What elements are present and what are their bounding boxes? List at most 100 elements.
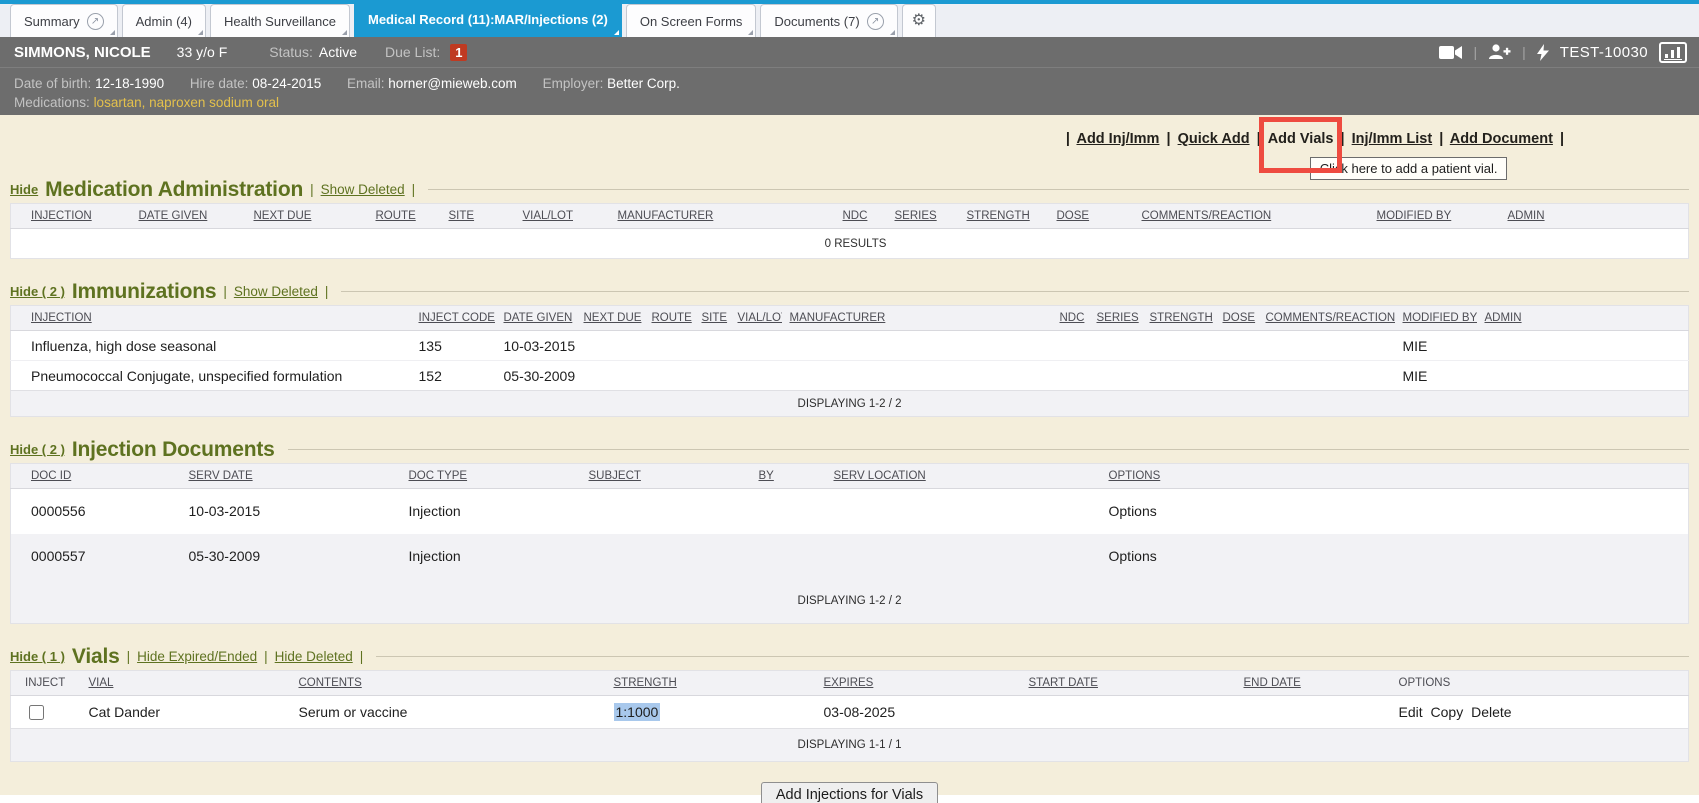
tab-on-screen-forms[interactable]: On Screen Forms — [625, 4, 757, 37]
col-manufacturer[interactable]: MANUFACTURER — [789, 312, 886, 324]
col-end-date[interactable]: END DATE — [1243, 677, 1301, 689]
tab-summary[interactable]: Summary ↗ — [10, 4, 118, 37]
video-camera-icon[interactable] — [1438, 45, 1463, 60]
col-options[interactable]: OPTIONS — [1108, 470, 1161, 482]
hide-expired-ended-link[interactable]: Hide Expired/Ended — [137, 649, 258, 664]
col-start-date[interactable]: START DATE — [1028, 677, 1098, 689]
open-in-new-icon[interactable]: ↗ — [866, 12, 884, 30]
table-header-row: INJECT VIAL CONTENTS STRENGTH EXPIRES ST… — [10, 670, 1689, 696]
col-site[interactable]: SITE — [701, 312, 728, 324]
email-value: horner@mieweb.com — [388, 76, 517, 91]
medication-link-losartan[interactable]: losartan — [93, 95, 142, 110]
show-deleted-link[interactable]: Show Deleted — [320, 182, 405, 197]
immunizations-table: INJECTION INJECT CODE DATE GIVEN NEXT DU… — [10, 305, 1689, 417]
medication-administration-section: Hide Medication Administration | Show De… — [10, 179, 1689, 259]
col-dose[interactable]: DOSE — [1056, 210, 1090, 222]
open-in-new-icon[interactable]: ↗ — [86, 12, 104, 30]
col-vial-lot[interactable]: VIAL/LOT — [737, 312, 782, 324]
col-serv-location[interactable]: SERV LOCATION — [833, 470, 926, 482]
table-header-row: INJECTION DATE GIVEN NEXT DUE ROUTE SITE… — [10, 203, 1689, 229]
patient-header: SIMMONS, NICOLE 33 y/o F Status: Active … — [0, 37, 1699, 67]
chart-icon[interactable] — [1659, 41, 1687, 63]
add-vials-link[interactable]: Add Vials — [1267, 131, 1334, 147]
options-link[interactable]: Options — [1108, 548, 1157, 564]
col-vial[interactable]: VIAL — [88, 677, 114, 689]
paging-row: DISPLAYING 1-2 / 2 — [10, 578, 1689, 624]
edit-link[interactable]: Edit — [1398, 704, 1423, 720]
hide-medication-admin-link[interactable]: Hide — [10, 182, 39, 197]
vial-strength-highlighted: 1:1000 — [613, 703, 661, 721]
col-subject[interactable]: SUBJECT — [588, 470, 641, 482]
col-expires[interactable]: EXPIRES — [823, 677, 874, 689]
vial-select-checkbox[interactable] — [29, 705, 44, 721]
col-strength[interactable]: STRENGTH — [966, 210, 1030, 222]
inject-code: 135 — [418, 337, 442, 354]
add-inj-imm-link[interactable]: Add Inj/Imm — [1076, 131, 1160, 147]
col-inject-code[interactable]: INJECT CODE — [418, 312, 495, 324]
col-modified-by[interactable]: MODIFIED BY — [1376, 210, 1452, 222]
hide-injection-documents-link[interactable]: Hide ( 2 ) — [10, 442, 65, 457]
employer-label: Employer: — [542, 76, 604, 91]
col-route[interactable]: ROUTE — [651, 312, 692, 324]
col-site[interactable]: SITE — [448, 210, 475, 222]
quick-add-link[interactable]: Quick Add — [1177, 131, 1250, 147]
col-ndc[interactable]: NDC — [1059, 312, 1085, 324]
doc-id: 0000556 — [31, 503, 86, 520]
col-doc-type[interactable]: DOC TYPE — [408, 470, 468, 482]
hide-deleted-link[interactable]: Hide Deleted — [274, 649, 353, 664]
hide-vials-link[interactable]: Hide ( 1 ) — [10, 649, 65, 664]
col-injection[interactable]: INJECTION — [31, 210, 92, 222]
tab-documents[interactable]: Documents (7) ↗ — [760, 4, 898, 37]
medication-link-naproxen[interactable]: naproxen sodium oral — [149, 95, 279, 110]
copy-link[interactable]: Copy — [1430, 704, 1464, 720]
table-row[interactable]: Influenza, high dose seasonal 135 10-03-… — [11, 331, 1689, 361]
lightning-icon[interactable] — [1536, 43, 1549, 61]
section-rule — [287, 449, 1689, 450]
col-series[interactable]: SERIES — [894, 210, 937, 222]
col-next-due[interactable]: NEXT DUE — [253, 210, 312, 222]
col-injection[interactable]: INJECTION — [31, 312, 92, 324]
zero-results-text: 0 RESULTS — [824, 237, 887, 250]
tab-medical-record[interactable]: Medical Record (11):MAR/Injections (2) — [354, 0, 622, 37]
col-ndc[interactable]: NDC — [842, 210, 868, 222]
col-serv-date[interactable]: SERV DATE — [188, 470, 253, 482]
col-vial-lot[interactable]: VIAL/LOT — [522, 210, 574, 222]
col-admin[interactable]: ADMIN — [1507, 210, 1545, 222]
col-dose[interactable]: DOSE — [1222, 312, 1256, 324]
col-strength[interactable]: STRENGTH — [1149, 312, 1213, 324]
col-admin[interactable]: ADMIN — [1484, 312, 1522, 324]
options-link[interactable]: Options — [1108, 503, 1157, 520]
tab-admin[interactable]: Admin (4) — [121, 4, 206, 37]
col-series[interactable]: SERIES — [1096, 312, 1139, 324]
table-row[interactable]: Cat Dander Serum or vaccine 1:1000 03-08… — [11, 696, 1689, 729]
due-list-count-badge[interactable]: 1 — [450, 43, 468, 61]
table-row[interactable]: 0000557 05-30-2009 Injection Options — [10, 533, 1689, 579]
show-deleted-link[interactable]: Show Deleted — [233, 284, 318, 299]
hide-immunizations-link[interactable]: Hide ( 2 ) — [10, 284, 65, 299]
col-comments-reaction[interactable]: COMMENTS/REACTION — [1265, 312, 1395, 324]
col-next-due[interactable]: NEXT DUE — [583, 312, 642, 324]
tab-settings-gear[interactable]: ⚙ — [901, 4, 937, 37]
col-comments-reaction[interactable]: COMMENTS/REACTION — [1141, 210, 1272, 222]
col-doc-id[interactable]: DOC ID — [31, 470, 72, 482]
inj-imm-list-link[interactable]: Inj/Imm List — [1351, 131, 1433, 147]
col-route[interactable]: ROUTE — [375, 210, 416, 222]
col-by[interactable]: BY — [758, 470, 774, 482]
add-document-link[interactable]: Add Document — [1449, 131, 1553, 147]
add-person-icon[interactable] — [1488, 44, 1511, 60]
col-date-given[interactable]: DATE GIVEN — [138, 210, 208, 222]
col-manufacturer[interactable]: MANUFACTURER — [617, 210, 714, 222]
col-date-given[interactable]: DATE GIVEN — [503, 312, 573, 324]
serv-date: 05-30-2009 — [188, 548, 261, 564]
col-strength[interactable]: STRENGTH — [613, 677, 677, 689]
col-modified-by[interactable]: MODIFIED BY — [1402, 312, 1477, 324]
injection-name: Influenza, high dose seasonal — [31, 337, 217, 354]
table-row[interactable]: Pneumococcal Conjugate, unspecified form… — [10, 360, 1689, 391]
col-contents[interactable]: CONTENTS — [298, 677, 362, 689]
vial-expires: 03-08-2025 — [823, 704, 896, 720]
table-row[interactable]: 0000556 10-03-2015 Injection Options — [11, 489, 1689, 534]
delete-link[interactable]: Delete — [1471, 704, 1512, 720]
add-injections-for-vials-button[interactable]: Add Injections for Vials — [760, 782, 939, 803]
tab-health-surveillance[interactable]: Health Surveillance — [209, 4, 350, 37]
modified-by: MIE — [1402, 367, 1428, 384]
